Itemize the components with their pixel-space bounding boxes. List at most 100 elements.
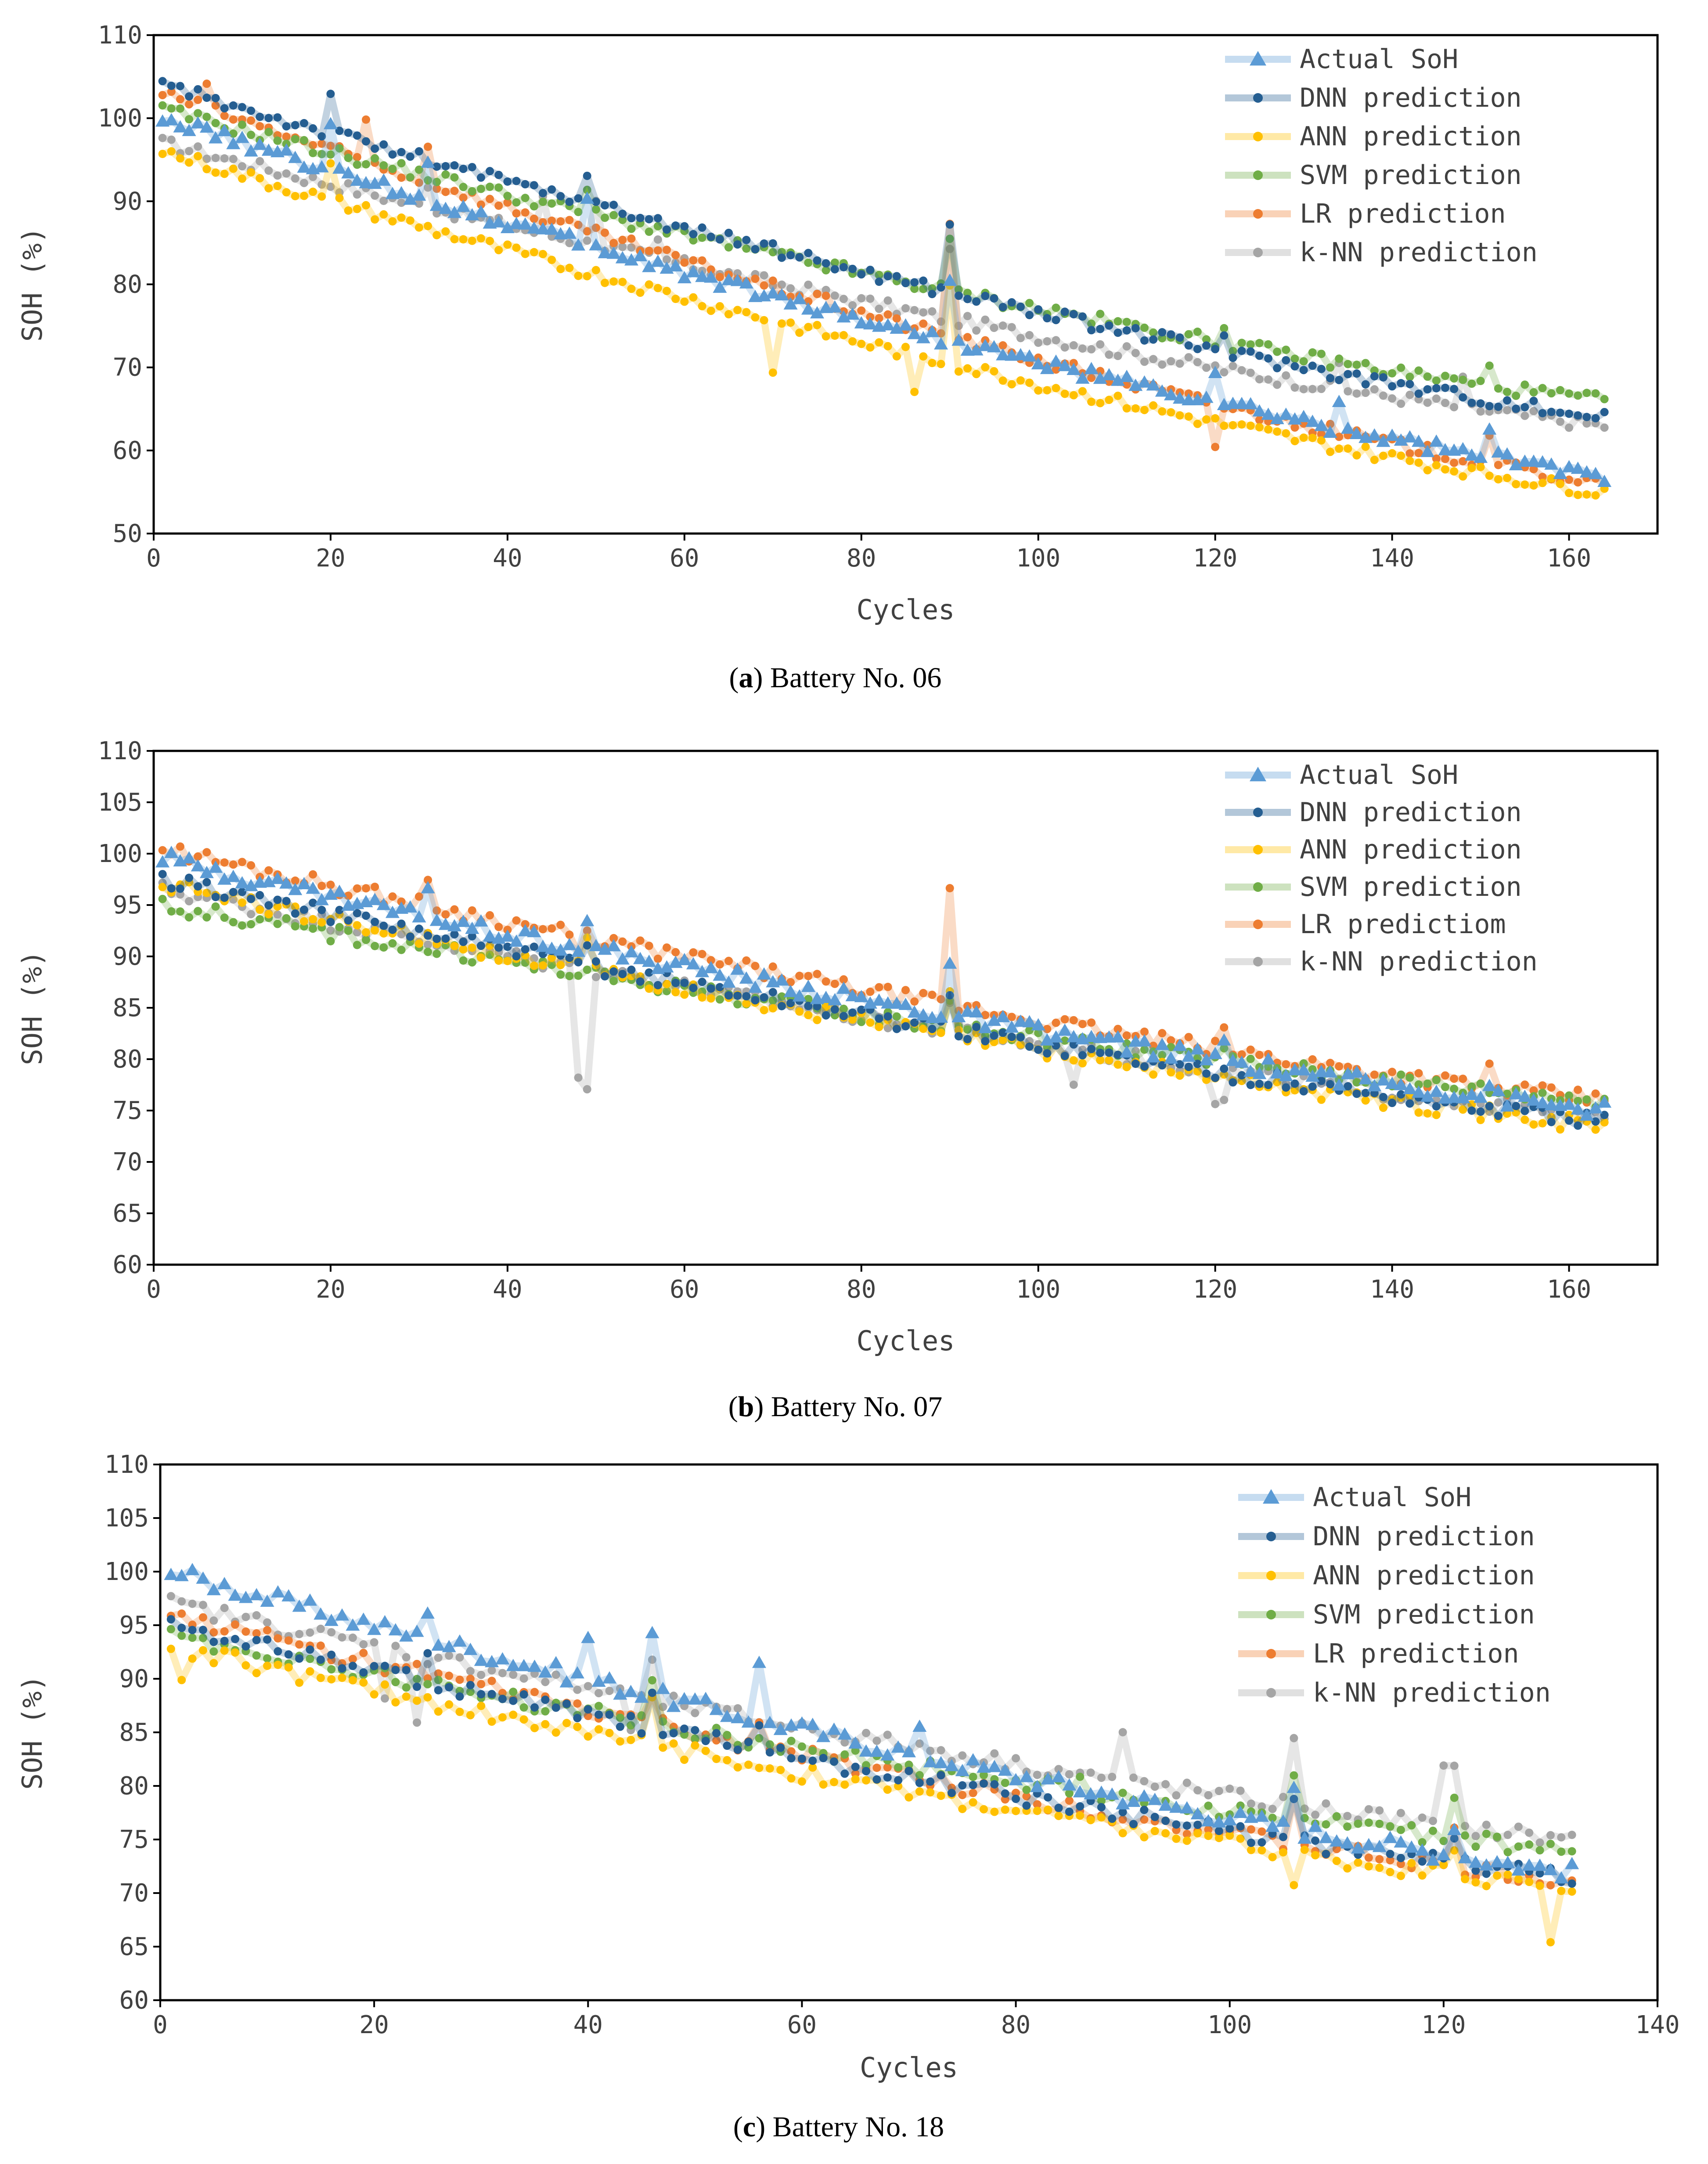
data-point-svm (1546, 1839, 1555, 1848)
data-point-lr (209, 1628, 218, 1637)
data-point-knn (1529, 407, 1538, 415)
data-point-actual (704, 270, 718, 283)
data-point-actual (562, 226, 577, 239)
data-point-knn (1361, 389, 1370, 397)
data-point-svm (1538, 1089, 1547, 1097)
data-point-actual (1394, 1078, 1408, 1090)
data-point-svm (202, 112, 211, 121)
data-point-ann (1140, 1833, 1149, 1842)
data-point-actual (934, 1010, 948, 1023)
data-point-ann (954, 367, 963, 376)
data-point-knn (353, 190, 361, 199)
data-point-svm (945, 234, 954, 243)
data-point-actual (1522, 1858, 1536, 1871)
data-point-actual (836, 981, 851, 994)
data-point-lr (1140, 1028, 1149, 1036)
data-point-svm (840, 1750, 849, 1759)
data-point-knn (1025, 331, 1034, 339)
data-point-actual (827, 1722, 841, 1735)
data-point-dnn (689, 230, 698, 238)
data-point-lr (494, 923, 503, 931)
series-ann (166, 1645, 1576, 1947)
data-point-ann (1193, 419, 1202, 428)
data-point-ann (1076, 1811, 1085, 1820)
data-point-actual (228, 1588, 242, 1601)
data-point-svm (335, 144, 344, 153)
data-point-dnn (423, 1649, 432, 1658)
data-point-actual (1105, 1787, 1119, 1800)
data-point-ann (371, 215, 379, 224)
data-point-lr (689, 256, 698, 265)
x-tick-label: 20 (316, 544, 345, 573)
data-point-actual (1067, 362, 1081, 375)
data-point-ann (459, 235, 468, 244)
data-point-dnn (776, 1743, 785, 1752)
data-point-dnn (494, 170, 503, 179)
legend-label: ANN prediction (1313, 1560, 1535, 1591)
data-point-actual (297, 160, 311, 173)
data-point-svm (1565, 1091, 1574, 1100)
data-point-ann (1591, 491, 1600, 500)
data-point-actual (890, 321, 904, 334)
data-point-svm (379, 161, 388, 170)
data-point-dnn (892, 272, 901, 281)
data-point-ann (1105, 396, 1113, 404)
data-point-ann (1514, 1875, 1523, 1883)
data-point-ann (413, 1696, 422, 1705)
data-point-knn (910, 306, 919, 314)
data-point-dnn (1311, 1836, 1320, 1845)
data-point-ann (857, 339, 866, 348)
data-point-dnn (1565, 1116, 1574, 1125)
data-point-ann (591, 266, 600, 274)
data-point-dnn (432, 934, 441, 943)
data-point-ann (583, 933, 591, 942)
data-point-actual (1479, 1858, 1494, 1871)
data-point-lr (1282, 1060, 1290, 1069)
data-point-svm (306, 1655, 314, 1663)
data-point-ann (1459, 1105, 1467, 1114)
data-point-ann (264, 910, 273, 919)
data-point-lr (1078, 1020, 1087, 1028)
data-point-knn (857, 294, 866, 303)
data-point-dnn (388, 150, 397, 159)
data-point-actual (252, 137, 267, 150)
data-point-svm (1459, 375, 1467, 384)
data-point-actual (969, 1005, 984, 1018)
data-point-actual (642, 954, 656, 967)
data-point-dnn (904, 1767, 913, 1775)
data-point-lr (466, 1674, 475, 1683)
data-point-svm (1167, 1043, 1175, 1052)
data-point-svm (220, 913, 229, 922)
data-point-actual (1225, 1053, 1240, 1066)
data-point-dnn (1001, 1789, 1009, 1798)
data-point-actual (792, 292, 807, 304)
data-point-actual (1148, 1793, 1162, 1805)
data-point-actual (704, 961, 718, 974)
data-point-lr (1237, 1050, 1246, 1059)
data-point-ann (519, 1715, 528, 1724)
data-point-lr (1441, 454, 1449, 463)
caption-part: ) Battery No. 06 (753, 662, 942, 694)
data-point-svm (1246, 340, 1255, 349)
data-point-dnn (1521, 1107, 1529, 1115)
data-point-actual (845, 989, 860, 1002)
data-point-actual (645, 1626, 659, 1638)
data-point-lr (295, 1640, 304, 1649)
data-point-dnn (972, 297, 981, 306)
data-point-svm (777, 992, 786, 1001)
data-point-dnn (1131, 1060, 1140, 1068)
data-point-dnn (1538, 409, 1547, 418)
data-point-ann (733, 1763, 742, 1772)
data-point-lr (1308, 1055, 1317, 1064)
data-point-actual (1120, 1045, 1134, 1058)
data-point-ann (1012, 1807, 1020, 1815)
data-point-svm (601, 213, 609, 222)
data-point-actual (549, 1656, 563, 1669)
data-point-ann (990, 367, 998, 376)
data-point-knn (530, 954, 538, 963)
data-point-actual (1270, 1066, 1284, 1079)
data-point-dnn (335, 126, 344, 135)
data-point-dnn (1105, 321, 1113, 330)
data-point-actual (1173, 1039, 1187, 1051)
